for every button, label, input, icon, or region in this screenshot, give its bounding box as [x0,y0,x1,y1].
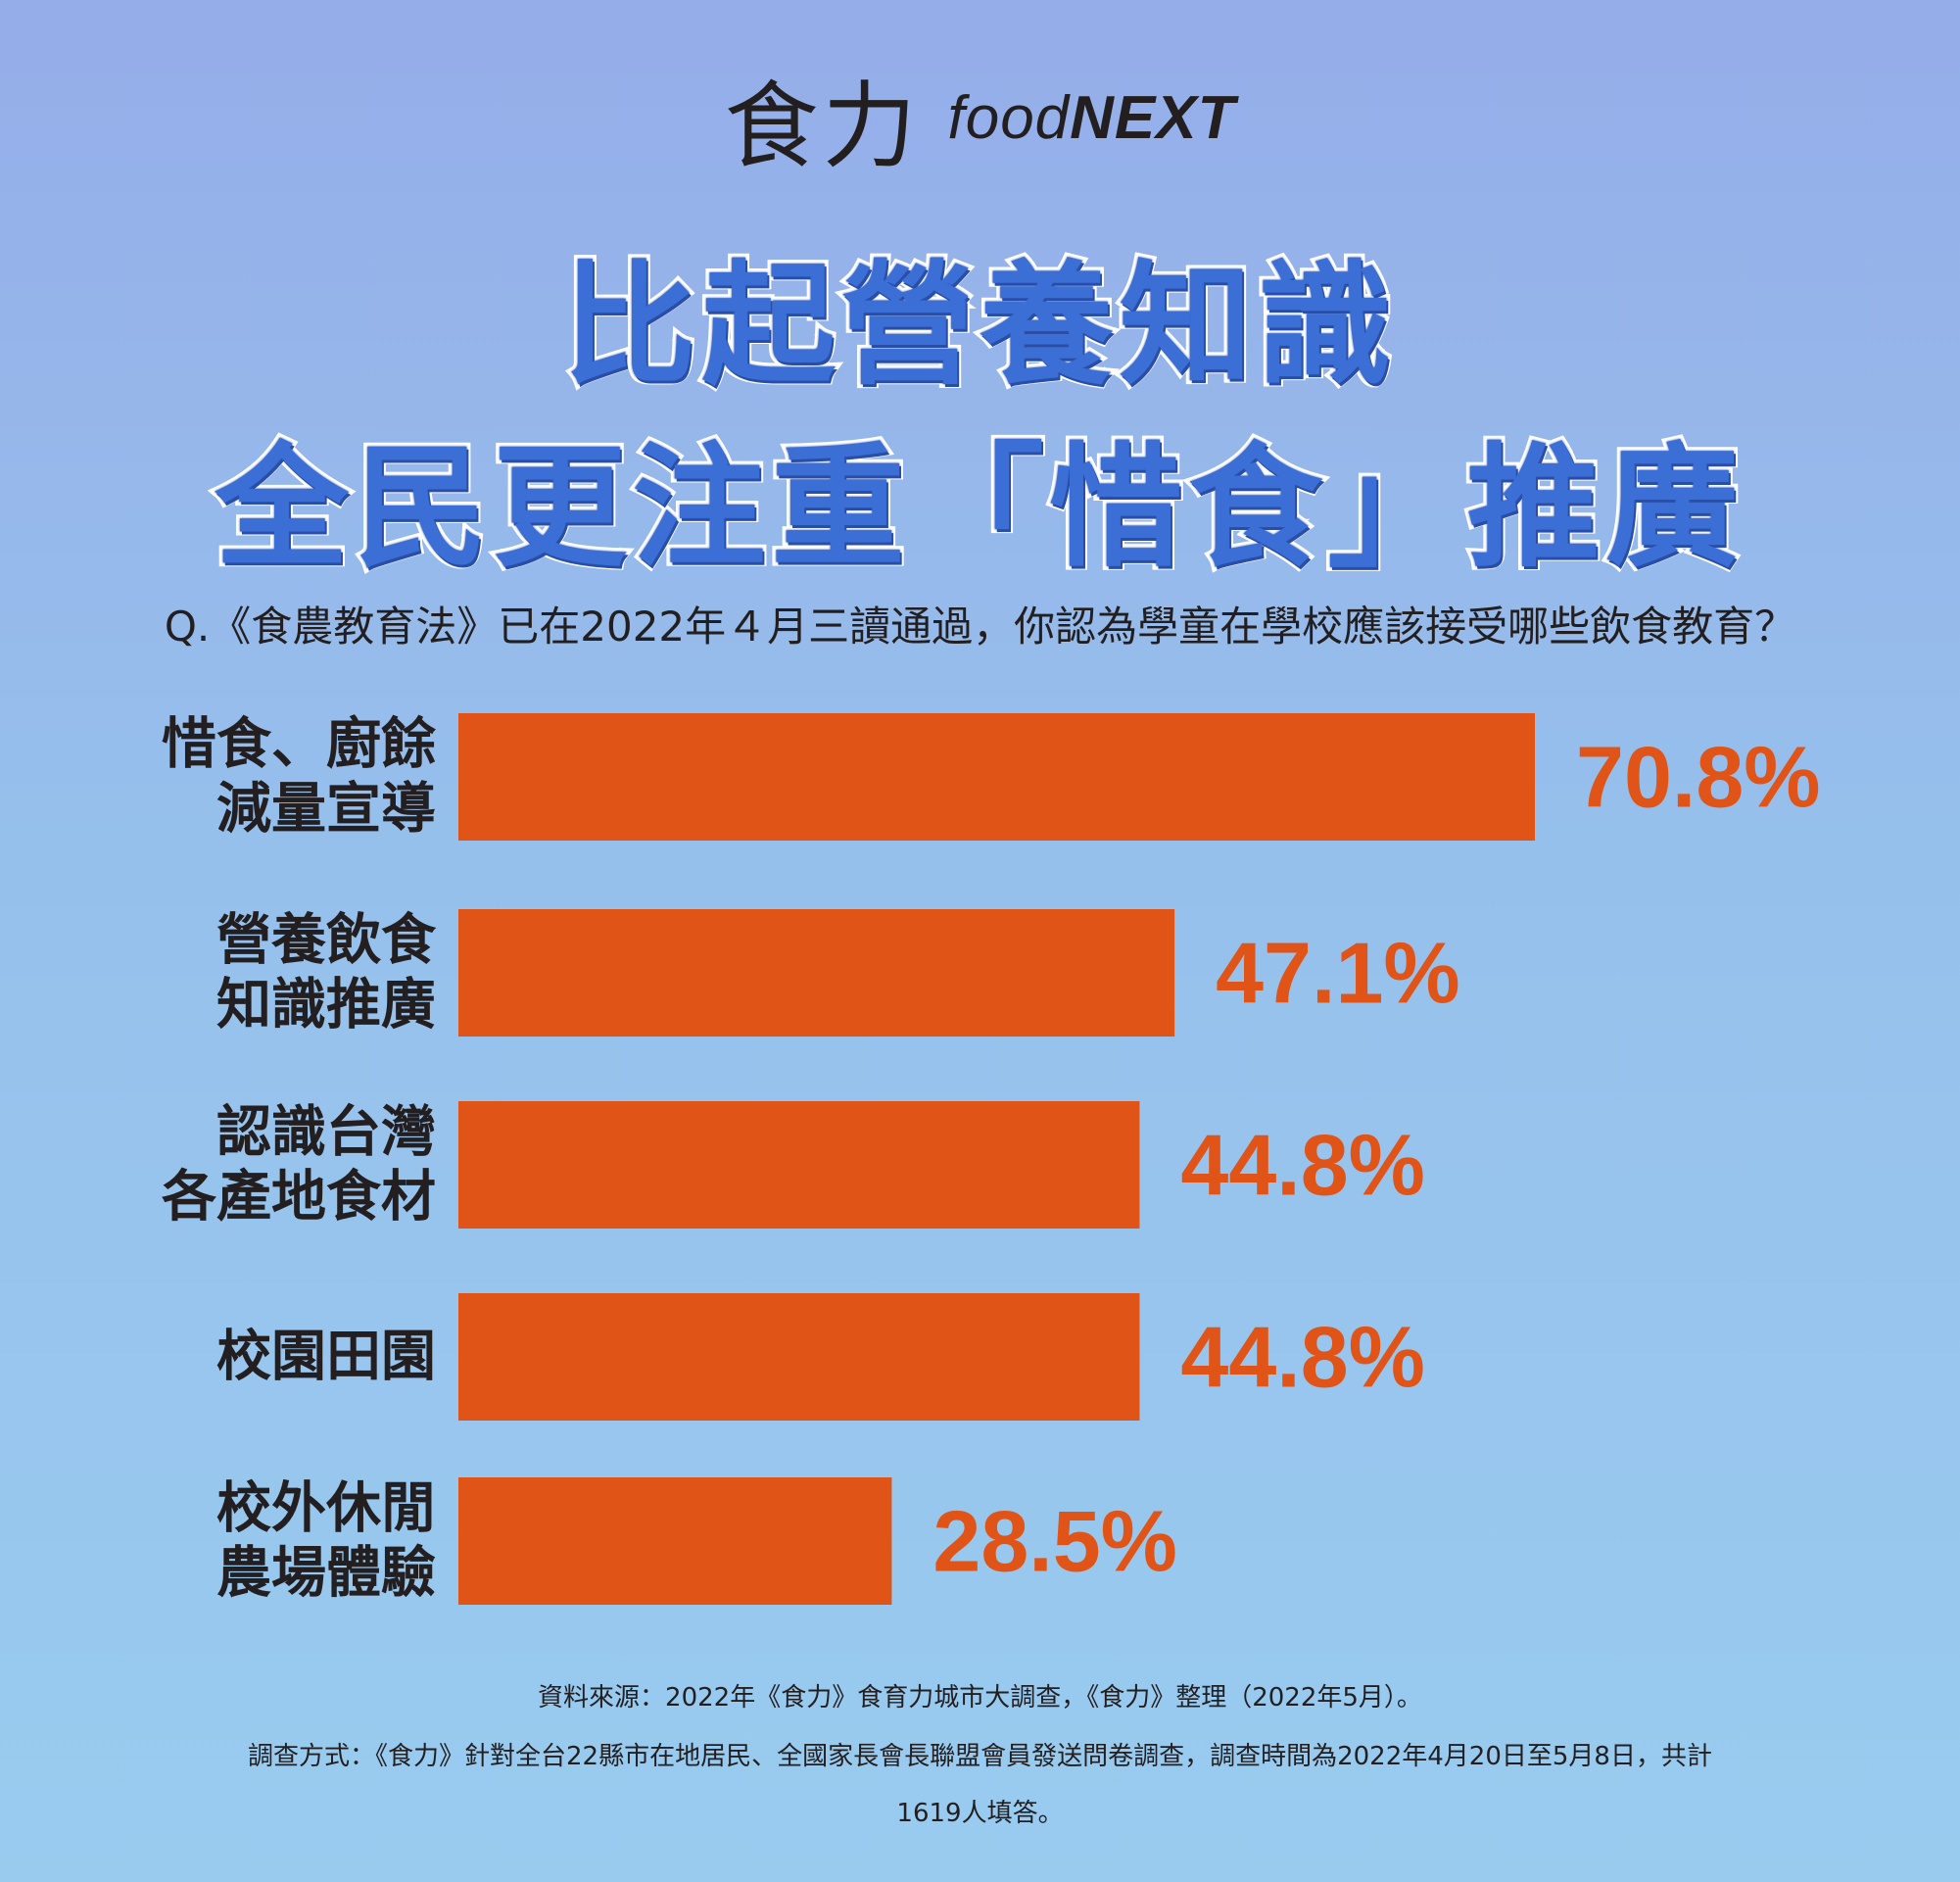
value-label-2: 47.1% [1216,925,1460,1022]
chart-title-line-1: 比起營養知識 [559,245,1398,408]
footnote-method-continued: 1619人填答。 [896,1799,1064,1828]
value-label-3: 44.8% [1180,1117,1425,1214]
footnote-method: 調查方式：《食力》針對全台22縣市在地居民、全國家長會長聯盟會員發送問卷調查，調… [248,1742,1712,1771]
bar-1 [458,713,1535,841]
category-label-4-line-1: 校園田園 [216,1326,436,1389]
bar-5 [458,1477,892,1605]
brand-logo: 食力 foodNEXT [0,49,1960,186]
value-label-5: 28.5% [932,1493,1177,1590]
footnote-source: 資料來源：2022年《食力》食育力城市大調查，《食力》整理（2022年5月）。 [538,1683,1422,1713]
chart-title-line-2: 全民更注重「惜食」推廣 [212,427,1745,590]
brand-name-en: foodNEXT [947,83,1235,153]
category-label-1-line-1: 惜食、廚餘 [162,713,437,777]
value-label-4: 44.8% [1180,1309,1425,1406]
bar-2 [458,909,1175,1037]
value-label-1: 70.8% [1576,729,1821,826]
category-label-3-line-1: 認識台灣 [216,1101,436,1165]
category-label-3-line-2: 各產地食材 [162,1166,436,1230]
brand-name-zh: 食力 [724,71,921,181]
survey-question: Q.《食農教育法》已在2022年４月三讀通過，你認為學童在學校應該接受哪些飲食教… [164,603,1796,651]
bar-3 [458,1101,1140,1229]
brand-name-en-suffix: NEXT [1070,83,1236,152]
bar-4 [458,1293,1140,1421]
brand-name-en-prefix: food [947,83,1071,152]
category-label-5-line-1: 校外休閒 [216,1477,436,1541]
category-label-1-line-2: 減量宣導 [216,778,436,842]
category-label-2-line-2: 知識推廣 [216,974,436,1038]
category-label-5-line-2: 農場體驗 [216,1542,436,1606]
category-label-2-line-1: 營養飲食 [216,909,437,973]
